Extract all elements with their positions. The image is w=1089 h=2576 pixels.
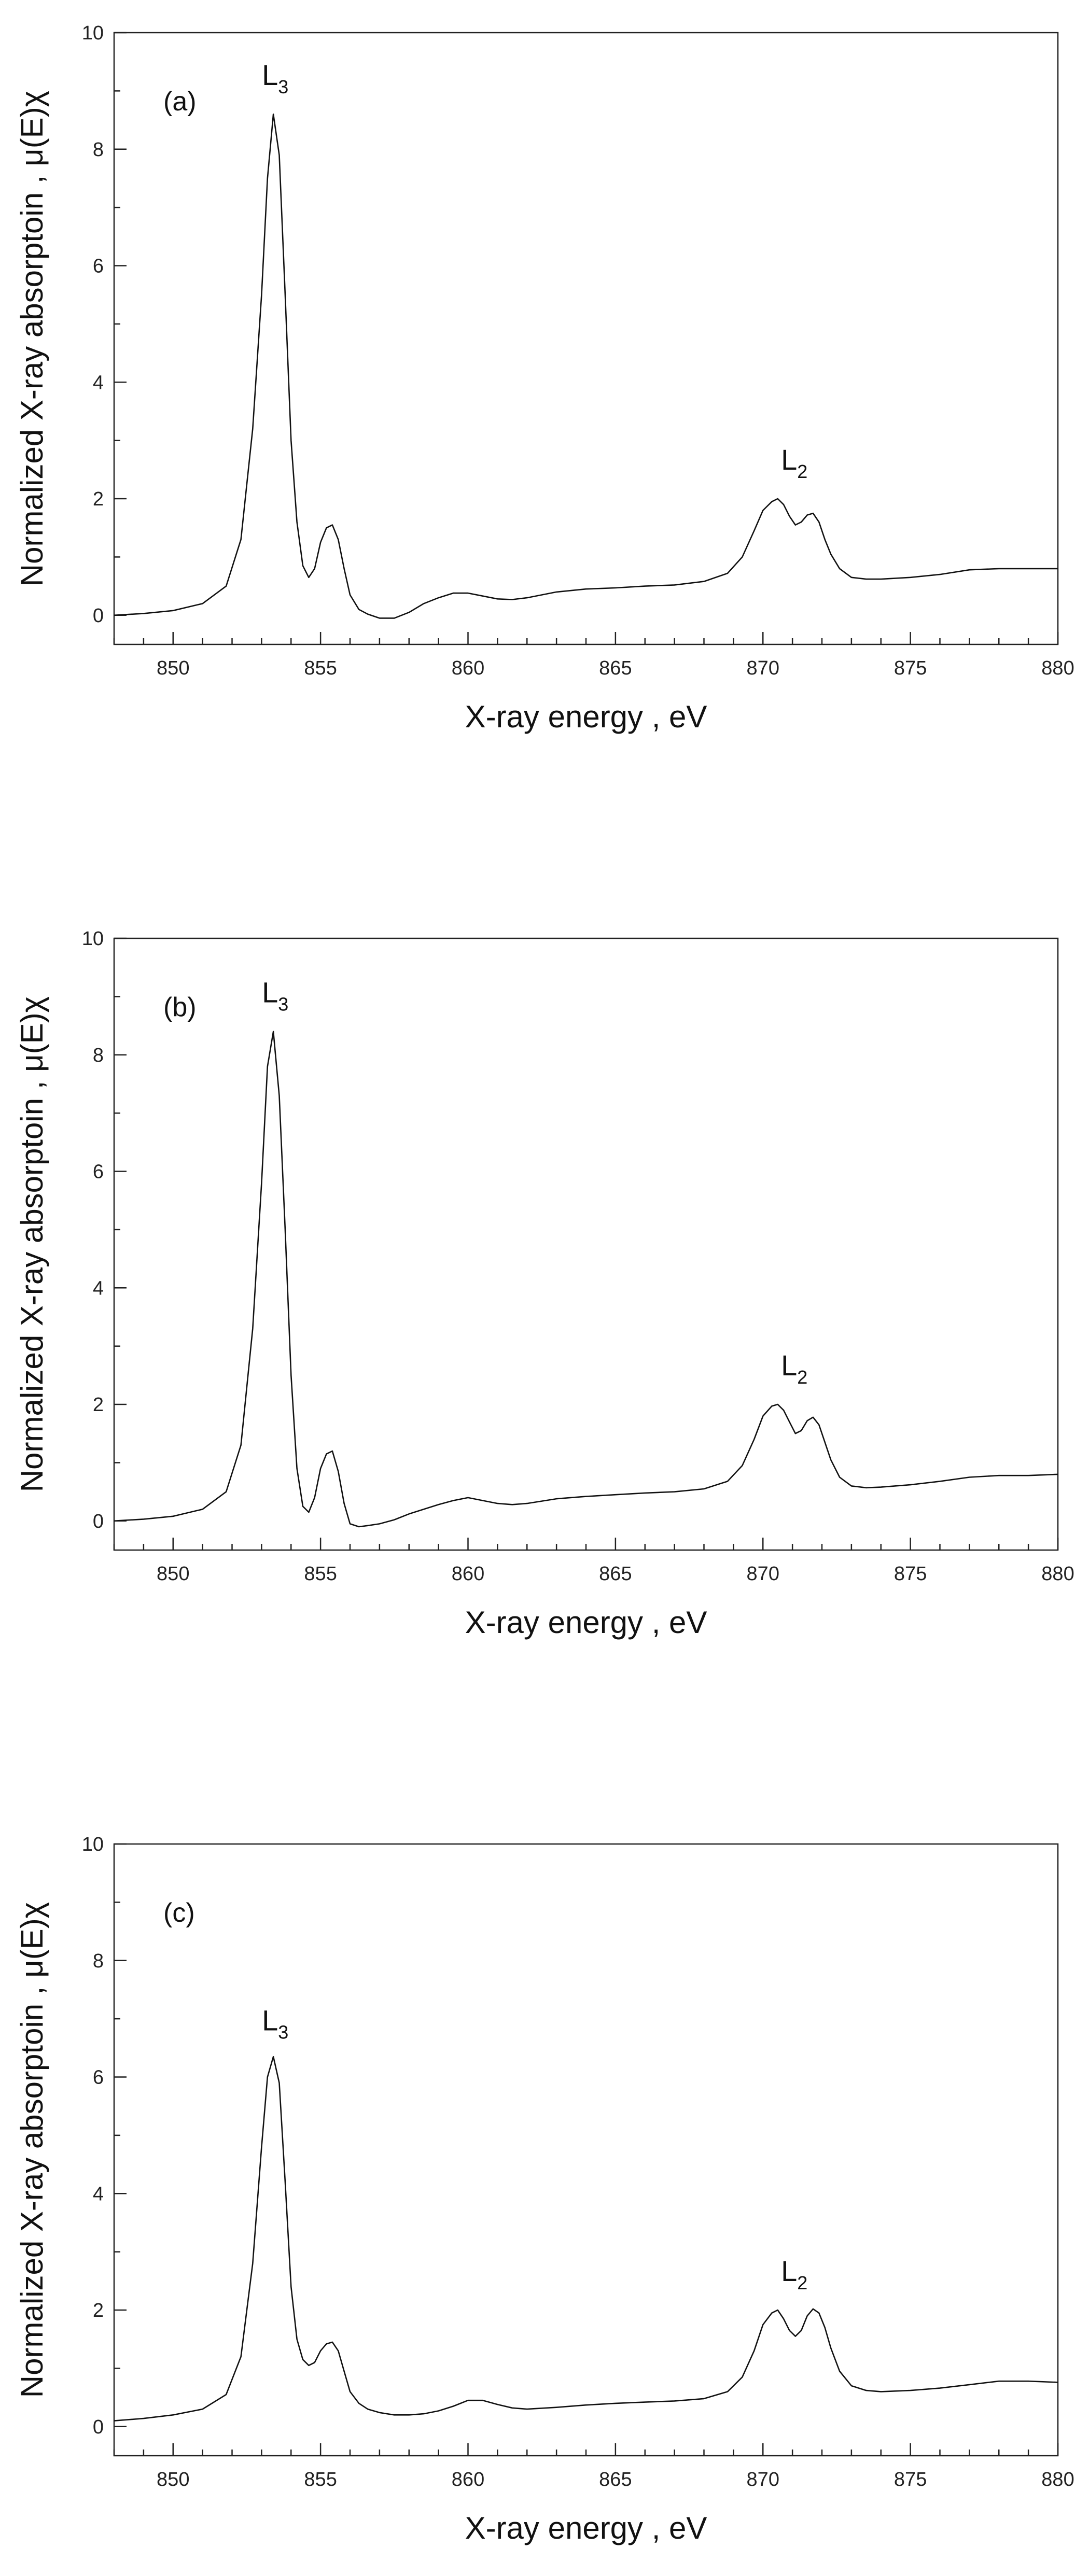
y-tick-label: 0 — [93, 605, 104, 627]
y-tick-label: 8 — [93, 1045, 104, 1066]
x-tick-label: 855 — [304, 2469, 337, 2490]
y-tick-label: 2 — [93, 488, 104, 510]
x-tick-label: 875 — [894, 1563, 927, 1585]
y-tick-label: 2 — [93, 1394, 104, 1416]
y-tick-label: 10 — [82, 1834, 104, 1855]
peak-label-subscript: 3 — [278, 2022, 288, 2043]
peak-label-l2: L2 — [781, 443, 807, 482]
chart-panel-b: 850 855 860 865 870 875 880 0 2 4 6 8 10 X-ray energy… — [15, 928, 1074, 1640]
panel-label: (a) — [163, 87, 197, 117]
peak-label-l3: L3 — [262, 59, 288, 97]
x-tick-label: 860 — [452, 2469, 484, 2490]
y-tick-label: 4 — [93, 1277, 104, 1299]
plot-frame — [113, 937, 1059, 1551]
x-tick-label: 875 — [894, 657, 927, 679]
x-tick-label: 875 — [894, 2469, 927, 2490]
y-tick-label: 6 — [93, 2067, 104, 2089]
x-axis-title: X-ray energy , eV — [465, 699, 707, 734]
x-tick-label: 850 — [157, 1563, 189, 1585]
chart-panel-c: 850 855 860 865 870 875 880 0 2 4 6 8 10 X-ray energy… — [15, 1834, 1074, 2545]
peak-label-l2: L2 — [781, 1349, 807, 1388]
y-tick-label: 4 — [93, 2183, 104, 2205]
peak-label-subscript: 3 — [278, 994, 288, 1015]
x-tick-label: 870 — [747, 657, 779, 679]
y-tick-label: 8 — [93, 1950, 104, 1972]
peak-label-subscript: 2 — [797, 2272, 807, 2293]
y-axis-title: Normalized X-ray absorptoin , μ(E)χ — [15, 1902, 49, 2398]
x-axis-title: X-ray energy , eV — [465, 1605, 707, 1640]
x-tick-label: 880 — [1041, 2469, 1074, 2490]
x-tick-label: 865 — [599, 2469, 632, 2490]
x-tick-label: 860 — [452, 1563, 484, 1585]
x-tick-label: 850 — [157, 657, 189, 679]
y-axis-title: Normalized X-ray absorptoin , μ(E)χ — [15, 996, 49, 1492]
x-tick-label: 870 — [747, 1563, 779, 1585]
y-tick-label: 2 — [93, 2300, 104, 2321]
y-tick-label: 6 — [93, 256, 104, 277]
y-tick-label: 8 — [93, 139, 104, 161]
plot-frame — [113, 32, 1059, 645]
y-tick-label: 4 — [93, 372, 104, 393]
x-tick-label: 860 — [452, 657, 484, 679]
panel-label: (b) — [163, 992, 197, 1022]
x-axis-title: X-ray energy , eV — [465, 2511, 707, 2545]
series-line-a — [114, 114, 1058, 619]
x-tick-label: 865 — [599, 1563, 632, 1585]
x-tick-label: 865 — [599, 657, 632, 679]
y-tick-label: 6 — [93, 1161, 104, 1183]
y-axis-title: Normalized X-ray absorptoin , μ(E)χ — [15, 91, 49, 586]
peak-label-subscript: 2 — [797, 461, 807, 482]
peak-label-l3: L3 — [262, 2004, 288, 2043]
y-tick-label: 0 — [93, 1511, 104, 1532]
series-line-b — [114, 1031, 1058, 1528]
y-tick-label: 10 — [82, 928, 104, 950]
x-tick-label: 855 — [304, 657, 337, 679]
panel-label: (c) — [163, 1898, 195, 1928]
peak-label-l2: L2 — [781, 2255, 807, 2293]
y-tick-label: 0 — [93, 2416, 104, 2438]
x-tick-label: 850 — [157, 2469, 189, 2490]
x-tick-label: 880 — [1041, 1563, 1074, 1585]
y-tick-label: 10 — [82, 22, 104, 44]
x-tick-label: 855 — [304, 1563, 337, 1585]
peak-label-l3: L3 — [262, 976, 288, 1015]
series-line-c — [114, 2056, 1058, 2422]
x-tick-label: 870 — [747, 2469, 779, 2490]
peak-label-subscript: 3 — [278, 76, 288, 97]
chart-panel-a: 850 855 860 865 870 875 880 0 2 4 6 8 10 X-ray energy… — [15, 22, 1074, 734]
x-tick-label: 880 — [1041, 657, 1074, 679]
plot-frame — [113, 1843, 1059, 2457]
peak-label-subscript: 2 — [797, 1367, 807, 1388]
